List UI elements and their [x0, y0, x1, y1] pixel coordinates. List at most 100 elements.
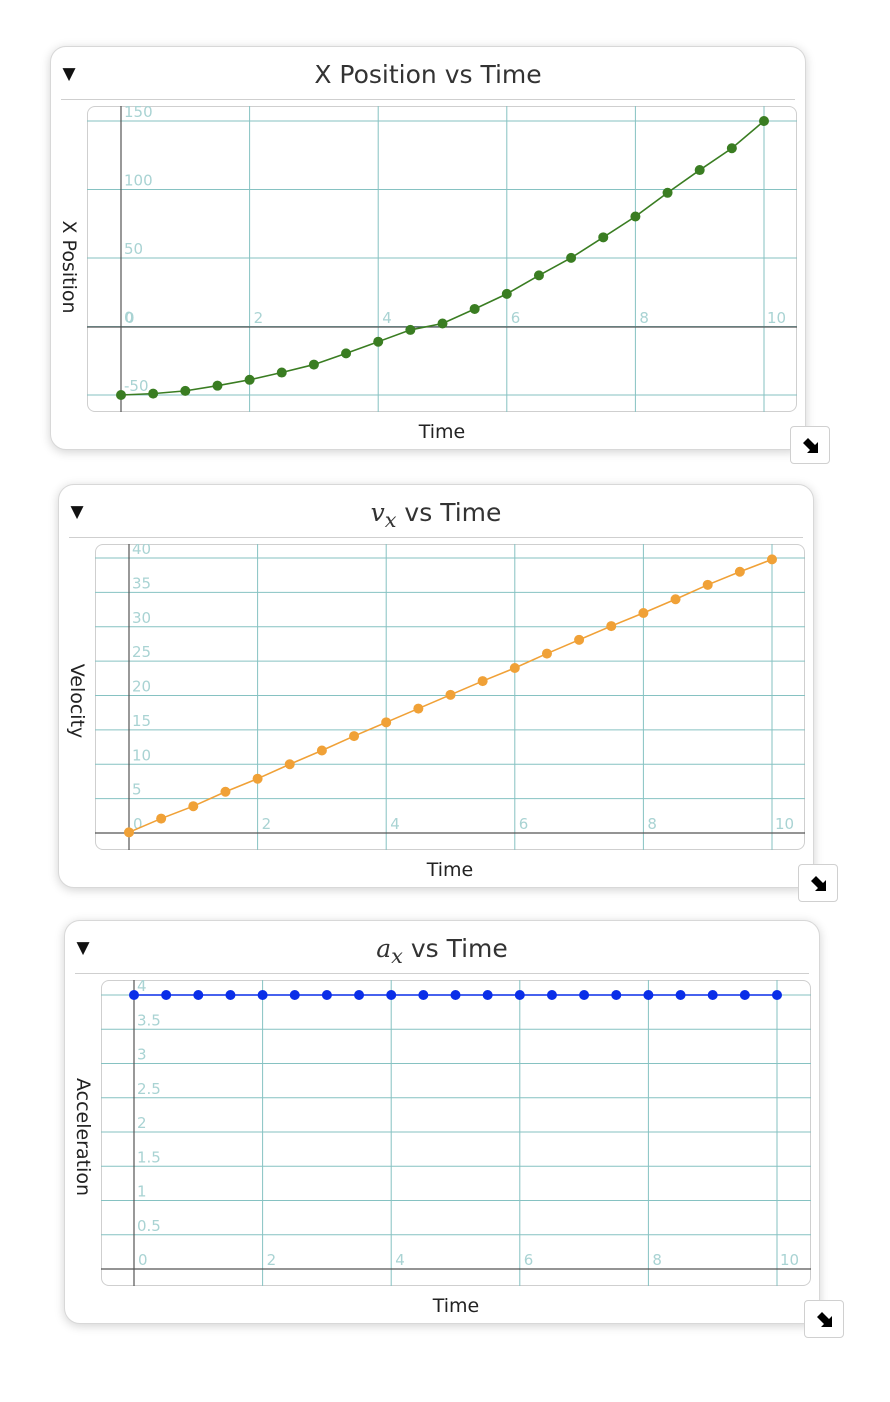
data-point: [501, 288, 512, 299]
y-tick-label: 0.5: [137, 1217, 161, 1235]
data-point: [509, 663, 520, 673]
data-point: [116, 390, 126, 400]
velocity-graph-panel: ▼ vx vs Time 5 10 15 20 25 30 35 40 0 2 4 6 8 10 Velo…: [58, 484, 814, 888]
graph-title: X Position vs Time: [314, 60, 542, 89]
data-point: [630, 211, 641, 222]
y-tick-label: 100: [124, 172, 153, 190]
data-point: [469, 303, 480, 314]
title-divider: [61, 99, 795, 100]
data-point: [638, 608, 649, 618]
data-point: [257, 990, 268, 1000]
data-point: [354, 990, 365, 1000]
x-tick-label: 4: [382, 309, 392, 327]
y-tick-label: 20: [132, 678, 151, 696]
data-point: [161, 990, 172, 1000]
acceleration-plot[interactable]: 0.5 1 1.5 2 2.5 3 3.5 4 0 2 4 6 8 10: [101, 980, 811, 1286]
data-point: [148, 388, 159, 399]
x-tick-label: 6: [511, 309, 521, 327]
y-tick-label: 0: [124, 309, 134, 327]
collapse-toggle-icon[interactable]: ▼: [76, 938, 90, 958]
resize-handle-icon[interactable]: [798, 864, 838, 902]
plot-frame: [101, 980, 811, 1286]
data-point: [734, 566, 745, 577]
data-point: [244, 374, 255, 385]
y-tick-label: 25: [132, 643, 151, 661]
y-tick-label: 30: [132, 609, 151, 627]
x-tick-label: 2: [254, 309, 264, 327]
data-point: [533, 270, 544, 281]
title-divider: [69, 537, 803, 538]
data-point: [193, 990, 204, 1000]
data-point: [477, 676, 488, 687]
x-tick-label: 2: [262, 815, 272, 833]
x-tick-label: 0: [138, 1251, 148, 1269]
data-point: [546, 990, 557, 1000]
data-point: [598, 232, 609, 243]
data-point: [670, 594, 681, 605]
data-point: [124, 827, 134, 838]
y-tick-label: 2: [137, 1114, 147, 1132]
resize-handle-icon[interactable]: [804, 1300, 844, 1338]
x-tick-label: 8: [639, 309, 649, 327]
collapse-toggle-icon[interactable]: ▼: [62, 64, 76, 84]
y-tick-label: 4: [137, 980, 147, 995]
x-axis-label: Time: [426, 859, 474, 881]
data-point: [129, 990, 139, 1000]
velocity-plot[interactable]: 5 10 15 20 25 30 35 40 0 2 4 6 8 10: [95, 544, 805, 850]
x-tick-label: 0: [133, 815, 143, 833]
data-point: [341, 348, 352, 359]
data-point: [707, 990, 718, 1000]
plot-frame: [95, 544, 805, 850]
y-tick-label: 40: [132, 544, 151, 558]
data-point: [759, 116, 769, 126]
y-tick-label: 150: [124, 106, 153, 121]
data-point: [574, 634, 585, 645]
x-tick-label: 4: [390, 815, 400, 833]
data-point: [726, 143, 737, 154]
data-point: [321, 990, 332, 1000]
data-point: [772, 990, 782, 1000]
title-divider: [75, 973, 809, 974]
data-point: [180, 385, 191, 396]
data-point: [276, 367, 287, 378]
y-tick-label: -50: [124, 377, 149, 395]
x-tick-label: 6: [524, 1251, 534, 1269]
data-point: [156, 813, 167, 824]
data-point: [566, 252, 577, 263]
x-tick-label: 10: [775, 815, 794, 833]
data-point: [437, 318, 448, 329]
data-point: [289, 990, 300, 1000]
y-tick-label: 35: [132, 574, 151, 592]
data-point: [514, 990, 525, 1000]
y-tick-label: 3.5: [137, 1011, 161, 1029]
data-point: [386, 990, 397, 1000]
x-tick-label: 2: [267, 1251, 277, 1269]
data-point: [308, 359, 319, 370]
x-tick-label: 10: [767, 309, 786, 327]
plot-frame: [87, 106, 797, 412]
x-tick-label: 0: [125, 309, 135, 327]
y-tick-label: 1: [137, 1183, 147, 1201]
data-point: [643, 990, 654, 1000]
data-point: [611, 990, 622, 1000]
resize-handle-icon[interactable]: [790, 426, 830, 464]
data-point: [662, 187, 673, 198]
y-tick-label: 1.5: [137, 1148, 161, 1166]
data-point: [284, 759, 295, 770]
data-point: [252, 773, 263, 784]
x-tick-label: 6: [519, 815, 529, 833]
data-point: [445, 689, 456, 700]
data-point: [450, 990, 461, 1000]
x-tick-label: 8: [647, 815, 657, 833]
y-tick-label: 3: [137, 1046, 147, 1064]
collapse-toggle-icon[interactable]: ▼: [70, 502, 84, 522]
y-tick-label: 50: [124, 240, 143, 258]
data-point: [381, 717, 392, 728]
data-point: [405, 324, 416, 335]
data-point: [225, 990, 236, 1000]
x-tick-label: 8: [652, 1251, 662, 1269]
data-point: [373, 336, 384, 347]
x-axis-label: Time: [418, 421, 466, 443]
data-point: [482, 990, 493, 1000]
